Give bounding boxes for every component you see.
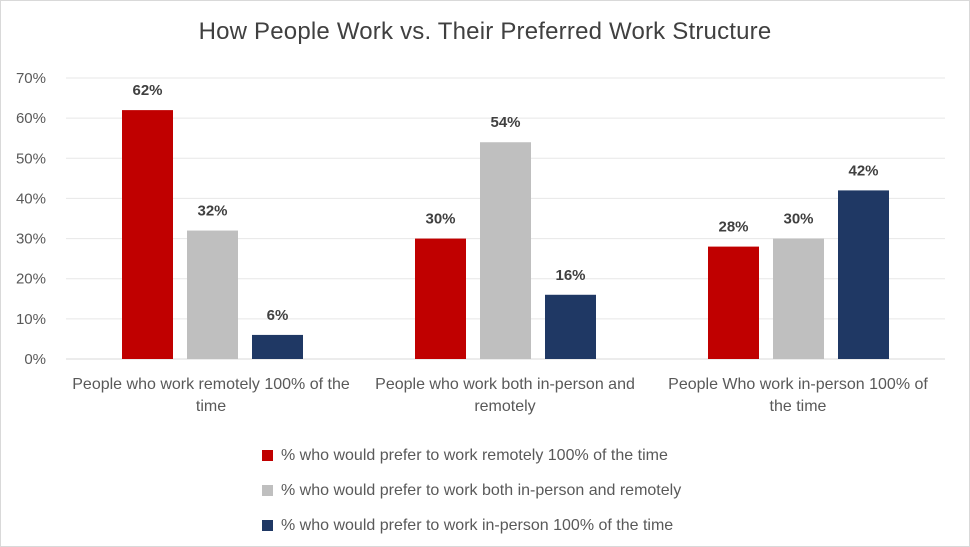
data-label: 32% xyxy=(197,203,227,220)
legend-swatch-hybrid xyxy=(262,485,273,496)
data-label: 6% xyxy=(267,307,289,324)
bar-hybrid-in-person xyxy=(773,238,824,359)
data-label: 28% xyxy=(718,219,748,236)
bar-hybrid-remote xyxy=(187,230,238,359)
y-tick-label: 20% xyxy=(16,271,46,288)
data-label: 54% xyxy=(490,114,520,131)
category-label-in-person: People Who work in-person 100% of the ti… xyxy=(668,376,928,415)
y-tick-label: 40% xyxy=(16,190,46,207)
category-label-remote: People who work remotely 100% of the tim… xyxy=(72,376,350,415)
bar-remote-remote xyxy=(122,110,173,359)
y-tick-label: 70% xyxy=(16,70,46,87)
chart-title: How People Work vs. Their Preferred Work… xyxy=(198,18,772,45)
data-label: 42% xyxy=(848,162,878,179)
data-label: 62% xyxy=(132,82,162,99)
legend-item-remote: % who would prefer to work remotely 100%… xyxy=(262,438,681,473)
bar-remote-in-person xyxy=(708,246,759,359)
y-tick-label: 10% xyxy=(16,311,46,328)
legend-item-in-person: % who would prefer to work in-person 100… xyxy=(262,508,681,543)
bar-remote-hybrid xyxy=(415,238,466,359)
data-label: 30% xyxy=(783,211,813,228)
bar-in-person-in-person xyxy=(838,190,889,359)
y-tick-label: 30% xyxy=(16,231,46,248)
y-tick-label: 0% xyxy=(24,351,46,368)
data-label: 30% xyxy=(425,211,455,228)
y-tick-label: 60% xyxy=(16,110,46,127)
legend-swatch-in-person xyxy=(262,520,273,531)
bar-in-person-hybrid xyxy=(545,294,596,359)
category-label-hybrid: People who work both in-person and remot… xyxy=(375,376,635,415)
y-tick-label: 50% xyxy=(16,150,46,167)
data-label: 16% xyxy=(555,267,585,284)
legend-label-in-person: % who would prefer to work in-person 100… xyxy=(281,516,674,534)
legend-label-remote: % who would prefer to work remotely 100%… xyxy=(281,446,668,464)
chart-legend: % who would prefer to work remotely 100%… xyxy=(262,438,681,543)
bar-in-person-remote xyxy=(252,334,303,359)
legend-item-hybrid: % who would prefer to work both in-perso… xyxy=(262,473,681,508)
bar-hybrid-hybrid xyxy=(480,142,531,359)
legend-label-hybrid: % who would prefer to work both in-perso… xyxy=(281,481,682,499)
legend-swatch-remote xyxy=(262,450,273,461)
